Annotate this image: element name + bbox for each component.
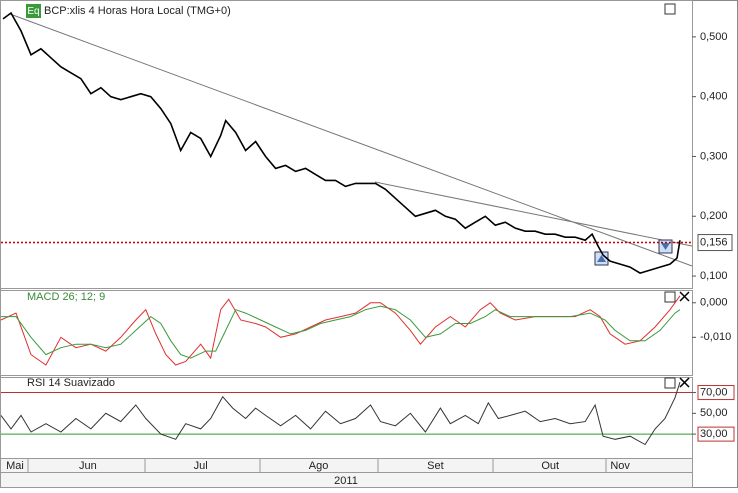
macd-panel (0, 290, 693, 376)
down-arrow (661, 243, 670, 250)
y-tick-label: 0,400 (700, 91, 728, 103)
y-tick-label: 0,000 (700, 297, 728, 309)
maximize-button[interactable] (664, 377, 676, 389)
x-tick-label: Jun (79, 460, 97, 472)
level-box (697, 385, 735, 401)
level-box (697, 426, 735, 442)
x-tick-label: Nov (610, 460, 630, 472)
x-tick-label: Mai (6, 460, 24, 472)
price-panel (0, 0, 693, 289)
trend-line (374, 181, 693, 247)
series-line (1, 305, 681, 359)
y-tick-label: -0,010 (700, 331, 731, 343)
badge (26, 4, 41, 18)
year-label: 2011 (334, 475, 358, 487)
y-tick-label: 0,300 (700, 150, 728, 162)
close-button[interactable] (679, 291, 690, 302)
month-axis (0, 458, 693, 473)
y-tick-label: 70,00 (700, 386, 728, 398)
maximize-button[interactable] (664, 291, 676, 303)
last-value-label: 0,156 (700, 236, 728, 248)
y-tick-label: 0,100 (700, 270, 728, 282)
macd-title: MACD 26; 12; 9 (27, 291, 105, 303)
rsi-title: RSI 14 Suavizado (27, 377, 115, 389)
series-line (0, 382, 681, 446)
last-value-box (697, 234, 733, 252)
maximize-button[interactable] (664, 3, 676, 15)
series-line (2, 11, 681, 274)
x-tick-label: Set (427, 460, 444, 472)
month-separators (27, 459, 607, 472)
close-button[interactable] (679, 377, 690, 388)
y-tick-label: 30,00 (700, 428, 728, 440)
up-arrow (597, 255, 606, 262)
y-tick-label: 50,00 (700, 407, 728, 419)
x-tick-label: Out (541, 460, 559, 472)
x-tick-label: Ago (309, 460, 329, 472)
y-tick-label: 0,500 (700, 31, 728, 43)
y-tick-label: 0,200 (700, 210, 728, 222)
x-tick-label: Jul (194, 460, 208, 472)
trend-line (9, 13, 693, 267)
price-title: BCP:xlis 4 Horas Hora Local (TMG+0) (44, 5, 231, 17)
badge-text: Eq (27, 6, 39, 17)
